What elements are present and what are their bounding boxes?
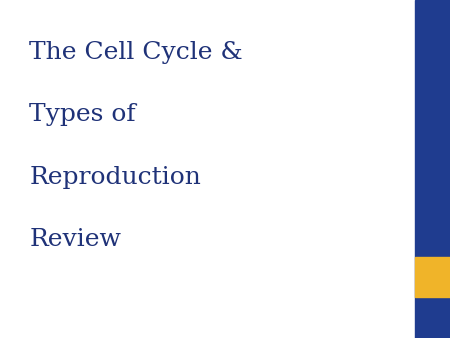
Text: Review: Review: [29, 228, 121, 251]
Text: The Cell Cycle &: The Cell Cycle &: [29, 41, 243, 64]
Text: Reproduction: Reproduction: [29, 166, 201, 189]
Text: Types of: Types of: [29, 103, 136, 126]
Bar: [415, 257, 450, 297]
Bar: [415, 0, 450, 338]
